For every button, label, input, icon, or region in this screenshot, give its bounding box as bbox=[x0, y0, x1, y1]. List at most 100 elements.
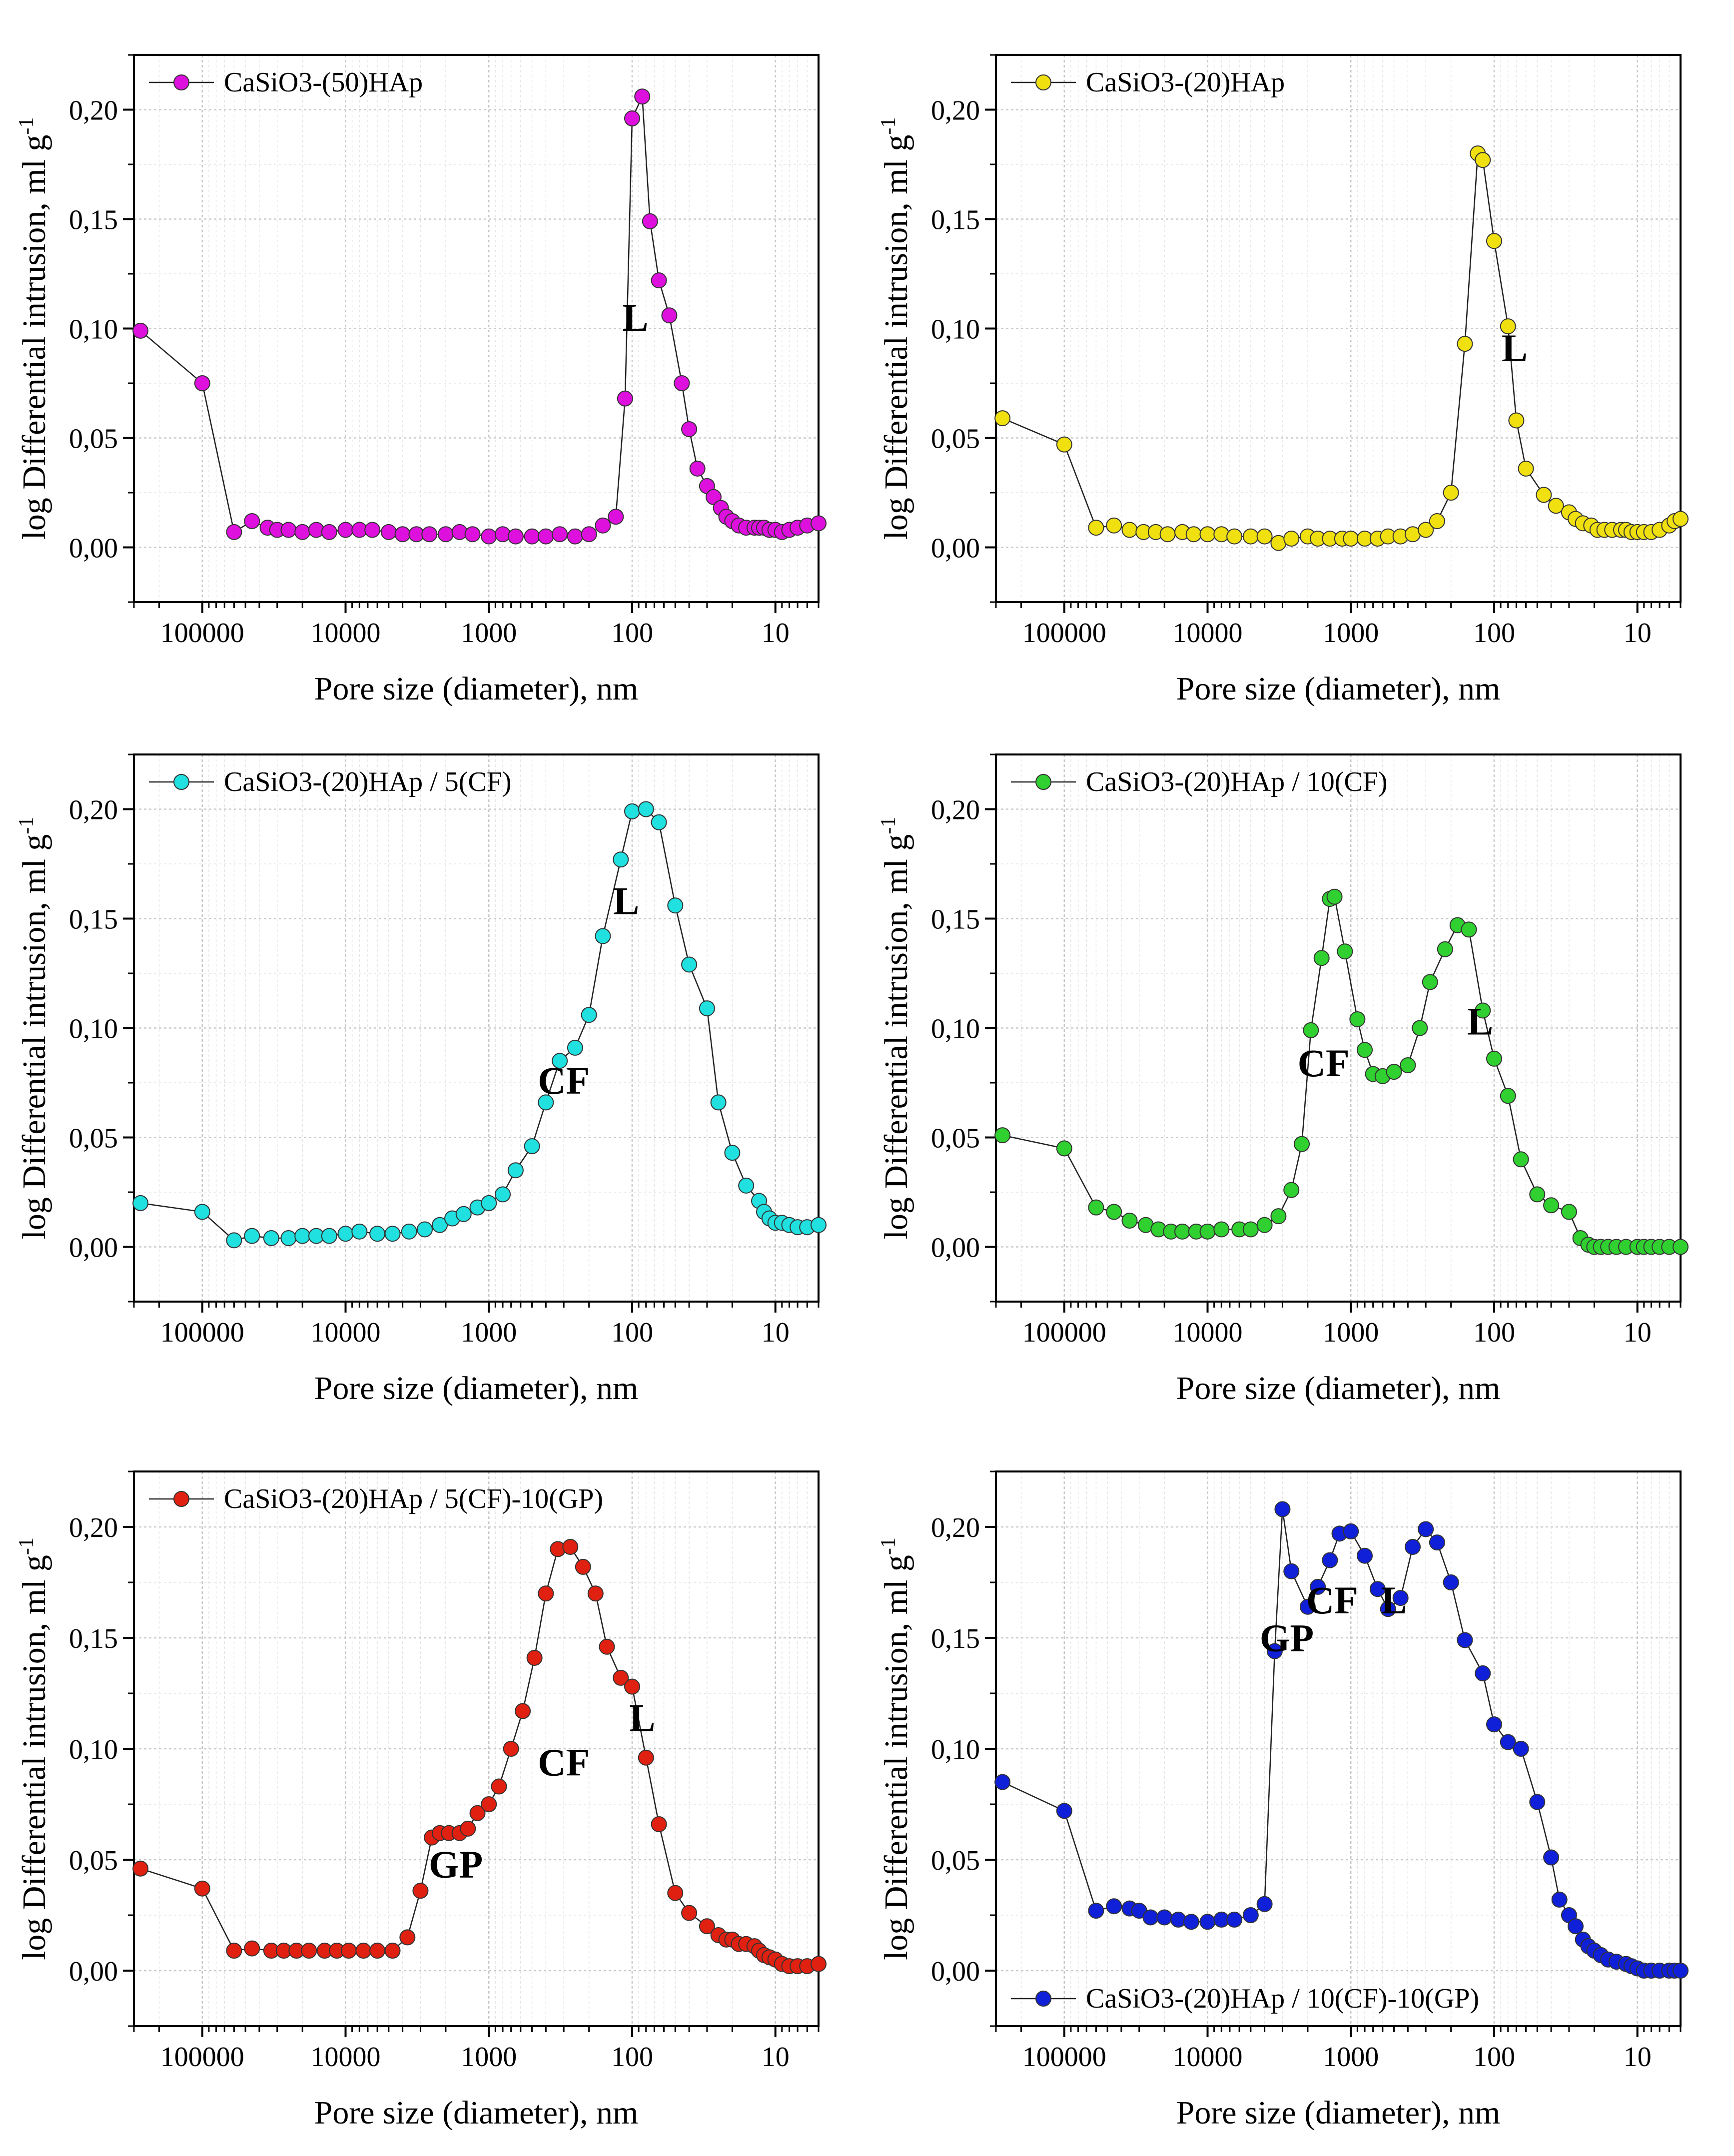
data-point bbox=[515, 1703, 531, 1719]
data-point bbox=[1392, 1590, 1409, 1606]
data-point bbox=[1418, 522, 1434, 538]
data-point bbox=[681, 956, 698, 973]
data-point bbox=[132, 1195, 149, 1211]
data-point bbox=[651, 1816, 667, 1832]
y-tick-label: 0,05 bbox=[931, 424, 980, 455]
data-point bbox=[552, 526, 568, 543]
data-point bbox=[1283, 1563, 1300, 1579]
data-point bbox=[432, 1217, 448, 1233]
chart-panel-1: 100000 10000 1000 100 10 0,00 0,05 0,10 0,15 0,20… bbox=[15, 54, 827, 707]
y-tick-label: 0,05 bbox=[931, 1123, 980, 1154]
data-point bbox=[1400, 1057, 1416, 1073]
data-point bbox=[1199, 526, 1216, 543]
data-point bbox=[1056, 1140, 1072, 1157]
data-point bbox=[1418, 1521, 1434, 1537]
data-point bbox=[811, 1956, 827, 1972]
data-point bbox=[1518, 460, 1534, 477]
data-point bbox=[1310, 1578, 1326, 1595]
data-point bbox=[552, 1053, 568, 1069]
chart-panel-4: 100000 10000 1000 100 10 0,00 0,05 0,10 0,15 0,20… bbox=[877, 753, 1689, 1407]
data-point bbox=[1380, 1601, 1396, 1617]
y-tick-label: 0,20 bbox=[931, 1512, 980, 1543]
y-tick-label: 0,10 bbox=[931, 314, 980, 345]
data-point bbox=[421, 526, 438, 543]
data-point bbox=[1529, 1794, 1546, 1810]
data-point bbox=[226, 1943, 242, 1959]
data-point bbox=[1486, 233, 1502, 249]
x-axis-label: Pore size (diameter), nm bbox=[1176, 671, 1501, 707]
y-tick-label: 0,05 bbox=[69, 1123, 118, 1154]
y-axis-label: log Differential intrusion, ml g-1 bbox=[877, 117, 914, 540]
data-point bbox=[1500, 1088, 1516, 1104]
data-point bbox=[1548, 498, 1564, 514]
data-point bbox=[1226, 1911, 1243, 1928]
legend-label: CaSiO3-(20)HAp / 5(CF)-10(GP) bbox=[224, 1483, 603, 1514]
data-point bbox=[1159, 526, 1176, 543]
data-point bbox=[503, 1741, 519, 1757]
data-point bbox=[811, 515, 827, 532]
data-point bbox=[738, 1177, 755, 1194]
y-tick-label: 0,15 bbox=[931, 205, 980, 236]
annotation-label: L bbox=[1467, 1000, 1493, 1043]
data-point bbox=[699, 1918, 715, 1935]
data-point bbox=[1349, 1011, 1366, 1027]
legend-label: CaSiO3-(50)HAp bbox=[224, 67, 423, 98]
data-point bbox=[608, 509, 624, 525]
data-point bbox=[661, 307, 678, 324]
x-tick-label: 100 bbox=[611, 2042, 653, 2073]
legend-marker bbox=[173, 1491, 189, 1507]
data-point bbox=[132, 1860, 149, 1877]
data-point bbox=[1561, 1204, 1577, 1220]
legend-label: CaSiO3-(20)HAp / 10(CF)-10(GP) bbox=[1086, 1983, 1479, 2014]
data-point bbox=[526, 1649, 543, 1666]
data-point bbox=[1266, 1643, 1283, 1659]
data-point bbox=[1283, 1182, 1300, 1198]
x-tick-label: 10000 bbox=[311, 618, 381, 649]
data-point bbox=[1294, 1136, 1310, 1152]
data-point bbox=[1457, 336, 1473, 352]
data-point bbox=[1513, 1741, 1529, 1757]
data-point bbox=[321, 524, 337, 540]
data-point bbox=[706, 489, 722, 505]
x-axis-label: Pore size (diameter), nm bbox=[1176, 2095, 1501, 2131]
annotation-label: L bbox=[613, 879, 639, 923]
data-point bbox=[994, 1127, 1011, 1144]
data-point bbox=[1303, 1022, 1319, 1038]
data-point bbox=[1106, 1898, 1122, 1915]
x-tick-label: 100000 bbox=[160, 1317, 244, 1348]
y-tick-label: 0,20 bbox=[931, 795, 980, 826]
data-point bbox=[1429, 513, 1445, 529]
data-point bbox=[1357, 1042, 1373, 1058]
y-axis-label-superscript: -1 bbox=[15, 817, 38, 834]
data-point bbox=[667, 897, 684, 914]
x-tick-label: 1000 bbox=[1323, 1317, 1379, 1348]
data-point bbox=[1337, 943, 1353, 960]
data-point bbox=[613, 851, 629, 868]
data-point bbox=[1475, 152, 1491, 168]
x-tick-label: 1000 bbox=[461, 618, 517, 649]
annotation-label: GP bbox=[1260, 1616, 1314, 1660]
data-point bbox=[355, 1943, 372, 1959]
annotation-label: CF bbox=[1306, 1578, 1358, 1622]
data-point bbox=[244, 1228, 260, 1244]
data-point bbox=[1256, 528, 1273, 545]
y-axis-label-superscript: -1 bbox=[877, 117, 900, 135]
data-point bbox=[1475, 1665, 1491, 1682]
data-point bbox=[294, 1228, 311, 1244]
data-point bbox=[994, 1774, 1011, 1790]
data-point bbox=[464, 526, 481, 543]
gridlines bbox=[995, 754, 1681, 1302]
data-point bbox=[538, 1094, 554, 1111]
legend-label: CaSiO3-(20)HAp / 10(CF) bbox=[1086, 766, 1388, 797]
data-point bbox=[681, 1905, 698, 1921]
data-point bbox=[1343, 530, 1359, 547]
data-point bbox=[1270, 1208, 1287, 1225]
x-tick-label: 1000 bbox=[461, 2042, 517, 2073]
legend-marker bbox=[1035, 1991, 1051, 2007]
data-point bbox=[340, 1943, 357, 1959]
data-point bbox=[710, 1094, 727, 1111]
data-point bbox=[1486, 1716, 1502, 1733]
y-axis-label: log Differential intrusion, ml g-1 bbox=[15, 1537, 52, 1960]
y-tick-label: 0,05 bbox=[69, 424, 118, 455]
gridlines bbox=[133, 54, 819, 603]
